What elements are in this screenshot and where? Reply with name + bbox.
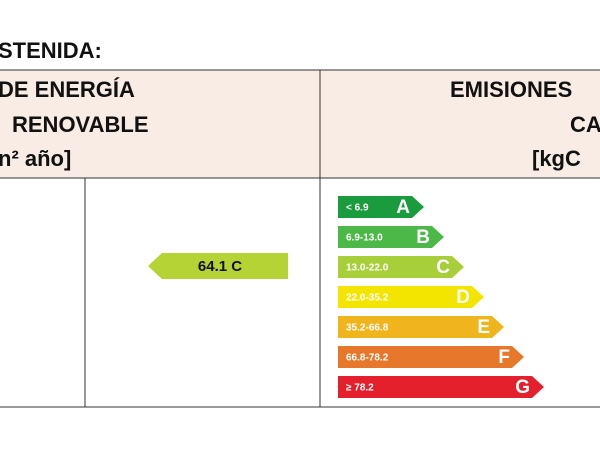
energy-scale: < 6.9 A 6.9-13.0 B 13.0-22.0 C 22.0-35.2 D 35.2-… (338, 196, 544, 398)
header-text: CA (570, 112, 600, 137)
header-text: EMISIONES (450, 77, 572, 102)
scale-range: 35.2-66.8 (346, 323, 389, 334)
scale-range: ≥ 78.2 (346, 383, 374, 394)
scale-bar (338, 286, 484, 308)
scale-range: < 6.9 (346, 203, 369, 214)
scale-range: 6.9-13.0 (346, 233, 383, 244)
header-text: n² año] (0, 146, 71, 171)
scale-letter: B (416, 227, 430, 248)
title: STENIDA: (0, 38, 102, 63)
scale-letter: D (456, 287, 470, 308)
scale-bar (338, 226, 444, 248)
rating-arrow (148, 253, 288, 279)
scale-bar (338, 196, 424, 218)
header-text: RENOVABLE (12, 112, 149, 137)
scale-letter: E (477, 317, 490, 338)
scale-letter: C (436, 257, 450, 278)
rating: 64.1 C (148, 253, 288, 279)
scale-range: 66.8-78.2 (346, 353, 389, 364)
rating-label: 64.1 C (198, 258, 242, 275)
scale-letter: A (396, 197, 410, 218)
scale-letter: F (498, 347, 510, 368)
header-text: [kgC (532, 146, 581, 171)
scale-range: 13.0-22.0 (346, 263, 389, 274)
header-background (0, 70, 600, 178)
scale-bar (338, 316, 504, 338)
scale-bar (338, 376, 544, 398)
header-text: DE ENERGÍA (0, 77, 135, 102)
scale-range: 22.0-35.2 (346, 293, 389, 304)
scale-bar (338, 256, 464, 278)
scale-letter: G (515, 377, 530, 398)
scale-bar (338, 346, 524, 368)
